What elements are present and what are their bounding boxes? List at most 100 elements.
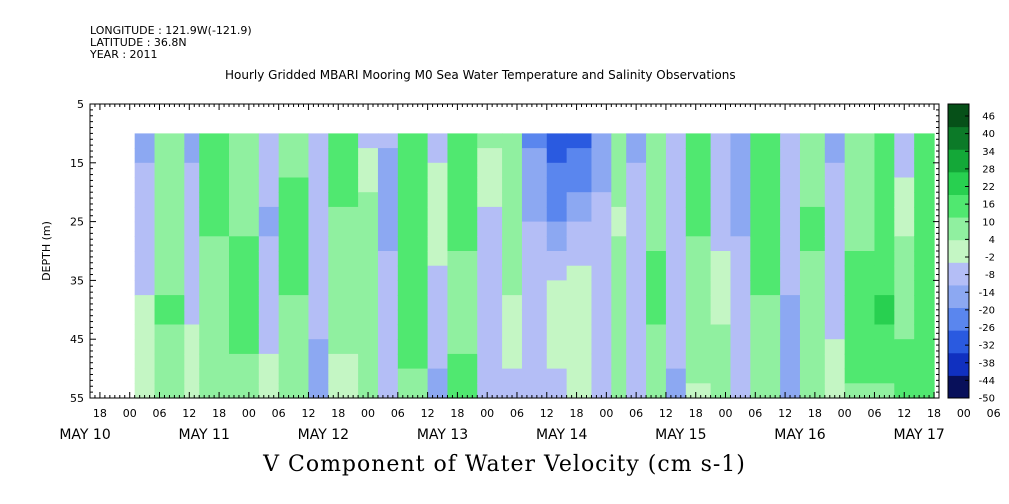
heatmap-cell <box>377 324 399 340</box>
heatmap-cell <box>184 368 200 384</box>
heatmap-cell <box>258 221 280 237</box>
heatmap-cell <box>844 236 876 252</box>
colorbar-label: 40 <box>982 129 995 140</box>
heatmap-cell <box>258 206 280 223</box>
colorbar-label: 28 <box>982 164 995 175</box>
heatmap-cell <box>278 192 310 208</box>
colorbar-label: -20 <box>979 305 995 316</box>
x-tick-label: 12 <box>182 407 196 420</box>
colorbar-segment <box>948 104 969 128</box>
heatmap-cell <box>591 251 612 267</box>
heatmap-cell <box>229 309 260 326</box>
heatmap-cell <box>278 280 310 296</box>
heatmap-cell <box>546 162 568 179</box>
heatmap-cell <box>546 133 568 149</box>
heatmap-cell <box>229 295 260 311</box>
x-tick-label: 06 <box>748 407 762 420</box>
heatmap-cell <box>184 265 200 281</box>
heatmap-cell <box>278 177 310 193</box>
heatmap-cell <box>750 295 781 311</box>
heatmap-cell <box>447 162 478 179</box>
heatmap-cell <box>665 309 687 326</box>
x-tick-label: 18 <box>570 407 584 420</box>
heatmap-cell <box>646 368 667 384</box>
heatmap-cell <box>358 221 379 237</box>
heatmap-cell <box>750 236 781 252</box>
heatmap-cell <box>626 339 647 355</box>
heatmap-cell <box>447 251 478 267</box>
heatmap-cell <box>199 339 230 355</box>
heatmap-cell <box>199 192 230 208</box>
heatmap-cell <box>427 206 449 223</box>
heatmap-cell <box>591 368 612 384</box>
heatmap-cell <box>665 353 687 370</box>
heatmap-cell <box>258 324 280 340</box>
colorbar-label: 34 <box>982 147 995 158</box>
heatmap-cell <box>665 251 687 267</box>
heatmap-cell <box>566 295 593 311</box>
heatmap-cell <box>377 206 399 223</box>
heatmap-cell <box>710 309 732 326</box>
heatmap-cell <box>914 221 935 237</box>
heatmap-cell <box>134 295 156 311</box>
heatmap-cell <box>134 383 156 399</box>
heatmap-cell <box>184 206 200 223</box>
heatmap-cell <box>566 368 593 384</box>
heatmap-cell <box>914 339 935 355</box>
heatmap-cell <box>824 339 846 355</box>
heatmap-cell <box>278 133 310 149</box>
heatmap-cell <box>665 133 687 149</box>
heatmap-cell <box>685 236 712 252</box>
heatmap-cell <box>626 133 647 149</box>
heatmap-cell <box>646 353 667 370</box>
heatmap-cell <box>591 353 612 370</box>
heatmap-cell <box>730 236 751 252</box>
heatmap-cell <box>546 383 568 399</box>
heatmap-cell <box>328 295 359 311</box>
x-tick-label: 18 <box>450 407 464 420</box>
heatmap-cell <box>646 265 667 281</box>
heatmap-cell <box>377 251 399 267</box>
heatmap-cell <box>154 265 185 281</box>
x-tick-label: 06 <box>391 407 405 420</box>
heatmap-cell <box>894 353 915 370</box>
heatmap-cell <box>377 177 399 193</box>
heatmap-cell <box>566 177 593 193</box>
x-day-label: MAY 13 <box>417 427 468 443</box>
heatmap-cell <box>477 339 503 355</box>
heatmap-cell <box>184 309 200 326</box>
heatmap-cell <box>184 383 200 399</box>
heatmap-cell <box>844 295 876 311</box>
heatmap-cell <box>447 236 478 252</box>
heatmap-cell <box>914 383 935 399</box>
heatmap-cell <box>611 177 627 193</box>
heatmap-cell <box>278 353 310 370</box>
heatmap-cell <box>799 133 826 149</box>
heatmap-cell <box>358 133 379 149</box>
heatmap-cell <box>154 192 185 208</box>
latitude-label: LATITUDE : 36.8N <box>90 36 187 49</box>
heatmap-cell <box>502 309 523 326</box>
heatmap-cell <box>427 236 449 252</box>
heatmap-cell <box>308 177 329 193</box>
heatmap-cell <box>914 162 935 179</box>
heatmap-cell <box>278 162 310 179</box>
heatmap-cell <box>477 309 503 326</box>
heatmap-cell <box>358 295 379 311</box>
heatmap-cell <box>427 295 449 311</box>
colorbar-segment <box>948 284 969 309</box>
heatmap-cell <box>308 236 329 252</box>
heatmap-cell <box>710 206 732 223</box>
heatmap-cell <box>710 133 732 149</box>
heatmap-cell <box>308 162 329 179</box>
heatmap-cell <box>874 192 895 208</box>
heatmap-cell <box>358 353 379 370</box>
heatmap-cell <box>397 339 429 355</box>
heatmap-cell <box>502 324 523 340</box>
heatmap-cell <box>710 368 732 384</box>
heatmap-cell <box>358 265 379 281</box>
heatmap-cell <box>521 368 548 384</box>
heatmap-cell <box>780 162 801 179</box>
heatmap-cell <box>199 353 230 370</box>
heatmap-cell <box>780 280 801 296</box>
